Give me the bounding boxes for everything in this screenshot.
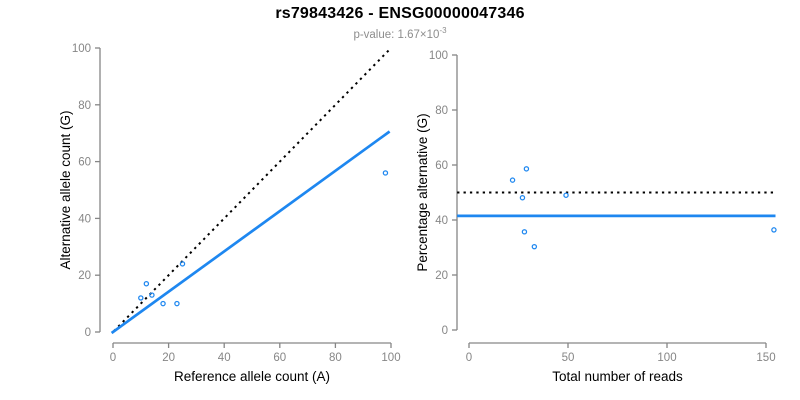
y-tick-label: 40 bbox=[435, 215, 448, 227]
x-tick-label: 0 bbox=[110, 352, 116, 364]
x-tick-label: 100 bbox=[381, 352, 400, 364]
p-value-exponent: -3 bbox=[439, 26, 447, 35]
y-axis-title: Alternative allele count (G) bbox=[58, 110, 73, 269]
x-tick-label: 0 bbox=[466, 352, 472, 364]
y-tick-label: 20 bbox=[435, 270, 448, 282]
x-axis-title: Total number of reads bbox=[552, 369, 683, 384]
y-tick-label: 0 bbox=[85, 327, 91, 339]
data-point bbox=[509, 177, 516, 183]
p-value-text: p-value: 1.67×10 bbox=[353, 28, 440, 41]
y-tick-label: 60 bbox=[435, 160, 448, 172]
y-tick-label: 80 bbox=[78, 100, 91, 112]
data-point bbox=[382, 170, 389, 176]
y-tick-label: 40 bbox=[78, 213, 91, 225]
y-tick-label: 0 bbox=[442, 325, 448, 337]
data-point bbox=[160, 300, 166, 307]
regression-line bbox=[110, 130, 391, 335]
x-tick-label: 20 bbox=[162, 352, 175, 364]
x-tick-label: 100 bbox=[657, 352, 676, 364]
x-tick-label: 40 bbox=[218, 352, 231, 364]
data-point bbox=[523, 166, 530, 172]
data-point bbox=[563, 192, 569, 198]
data-point bbox=[138, 295, 144, 301]
data-point bbox=[149, 292, 155, 298]
y-tick-label: 100 bbox=[72, 43, 91, 55]
x-tick-label: 60 bbox=[273, 352, 286, 364]
identity-line bbox=[113, 49, 390, 332]
data-point bbox=[531, 243, 538, 250]
x-tick-label: 80 bbox=[329, 352, 342, 364]
x-tick-label: 50 bbox=[562, 352, 575, 364]
data-point bbox=[179, 261, 186, 267]
data-point bbox=[143, 280, 150, 287]
figure-title: rs79843426 - ENSG00000047346 bbox=[275, 5, 525, 22]
y-tick-label: 60 bbox=[78, 157, 91, 169]
y-tick-label: 20 bbox=[78, 270, 91, 282]
y-tick-label: 80 bbox=[435, 105, 448, 117]
figure-subtitle: p-value: 1.67×10-3 bbox=[0, 26, 800, 41]
y-tick-label: 100 bbox=[429, 50, 448, 62]
data-point bbox=[174, 300, 180, 307]
data-point bbox=[519, 195, 526, 201]
data-point bbox=[521, 229, 528, 235]
data-point bbox=[771, 227, 777, 233]
x-tick-label: 150 bbox=[756, 352, 775, 364]
y-axis-title: Percentage alternative (G) bbox=[415, 113, 430, 271]
x-axis-title: Reference allele count (A) bbox=[174, 369, 330, 384]
